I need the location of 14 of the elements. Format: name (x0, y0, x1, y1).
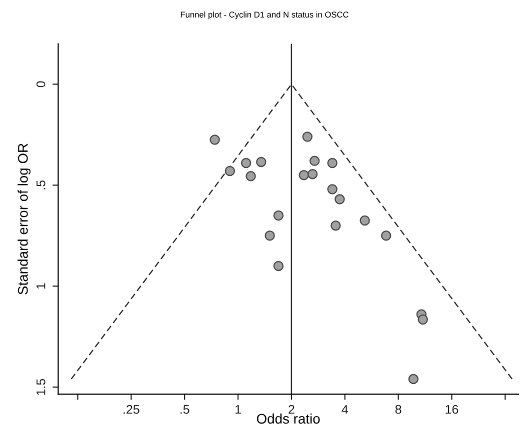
x-tick-label: 1 (236, 405, 241, 414)
x-tick-label: 2 (288, 404, 294, 414)
y-tick-label: .5 (36, 180, 46, 190)
x-tick-label: 4 (342, 405, 348, 414)
x-tick-label: 8 (395, 404, 402, 414)
y-tick-label: 1 (36, 283, 46, 289)
chart-title: Funnel plot - Cyclin D1 and N status in OSCC (180, 11, 348, 20)
x-axis-title: Odds ratio (256, 413, 320, 424)
x-tick-label: .25 (124, 404, 140, 414)
y-tick-label: 1.5 (36, 378, 46, 395)
x-tick-label: 16 (446, 404, 458, 414)
x-tick-label: .5 (180, 405, 190, 414)
y-tick-label: 0 (36, 81, 46, 88)
y-axis-title: Standard error of log OR (18, 144, 31, 294)
